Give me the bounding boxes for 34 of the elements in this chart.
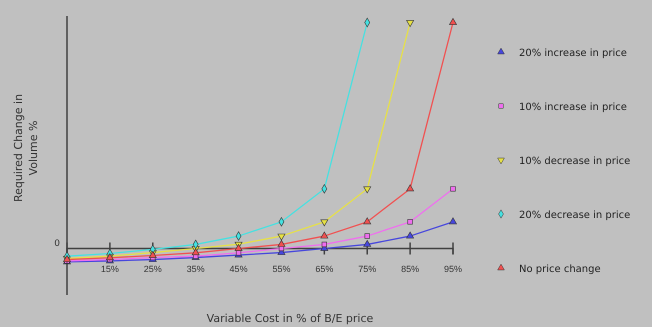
x-tick-label: 65% <box>315 264 334 274</box>
x-tick-label: 15% <box>100 264 119 274</box>
x-tick-label: 45% <box>230 264 248 274</box>
legend-label: 20% decrease in price <box>519 210 630 221</box>
text: 0 <box>54 239 60 249</box>
point <box>278 234 286 240</box>
point <box>407 219 413 224</box>
point <box>363 186 372 194</box>
point <box>363 240 372 247</box>
point <box>278 240 286 247</box>
point <box>406 232 414 238</box>
legend-label: 10% decrease in price <box>519 156 630 167</box>
x-tick-label: 55% <box>272 264 290 274</box>
point <box>449 18 457 25</box>
point <box>449 217 457 224</box>
point <box>450 186 456 192</box>
point <box>322 242 327 248</box>
point <box>234 244 242 251</box>
point <box>320 219 328 226</box>
x-tick-label: 95% <box>444 264 462 274</box>
point <box>363 217 372 224</box>
point <box>406 184 414 192</box>
x-tick-label: 75% <box>358 264 376 274</box>
legend-label: 10% increase in price <box>519 102 627 113</box>
point <box>406 20 414 27</box>
x-tick-label: 25% <box>144 264 162 274</box>
x-tick-label: 85% <box>401 264 420 274</box>
y-axis-title: Required Change in Volume % <box>12 94 40 202</box>
x-axis-title: Variable Cost in % of B/E price <box>206 312 374 325</box>
legend-label: 20% increase in price <box>519 48 627 59</box>
x-tick-label: 35% <box>186 264 205 274</box>
legend-label: No price change <box>519 264 601 275</box>
point <box>320 232 328 238</box>
point <box>364 233 370 239</box>
